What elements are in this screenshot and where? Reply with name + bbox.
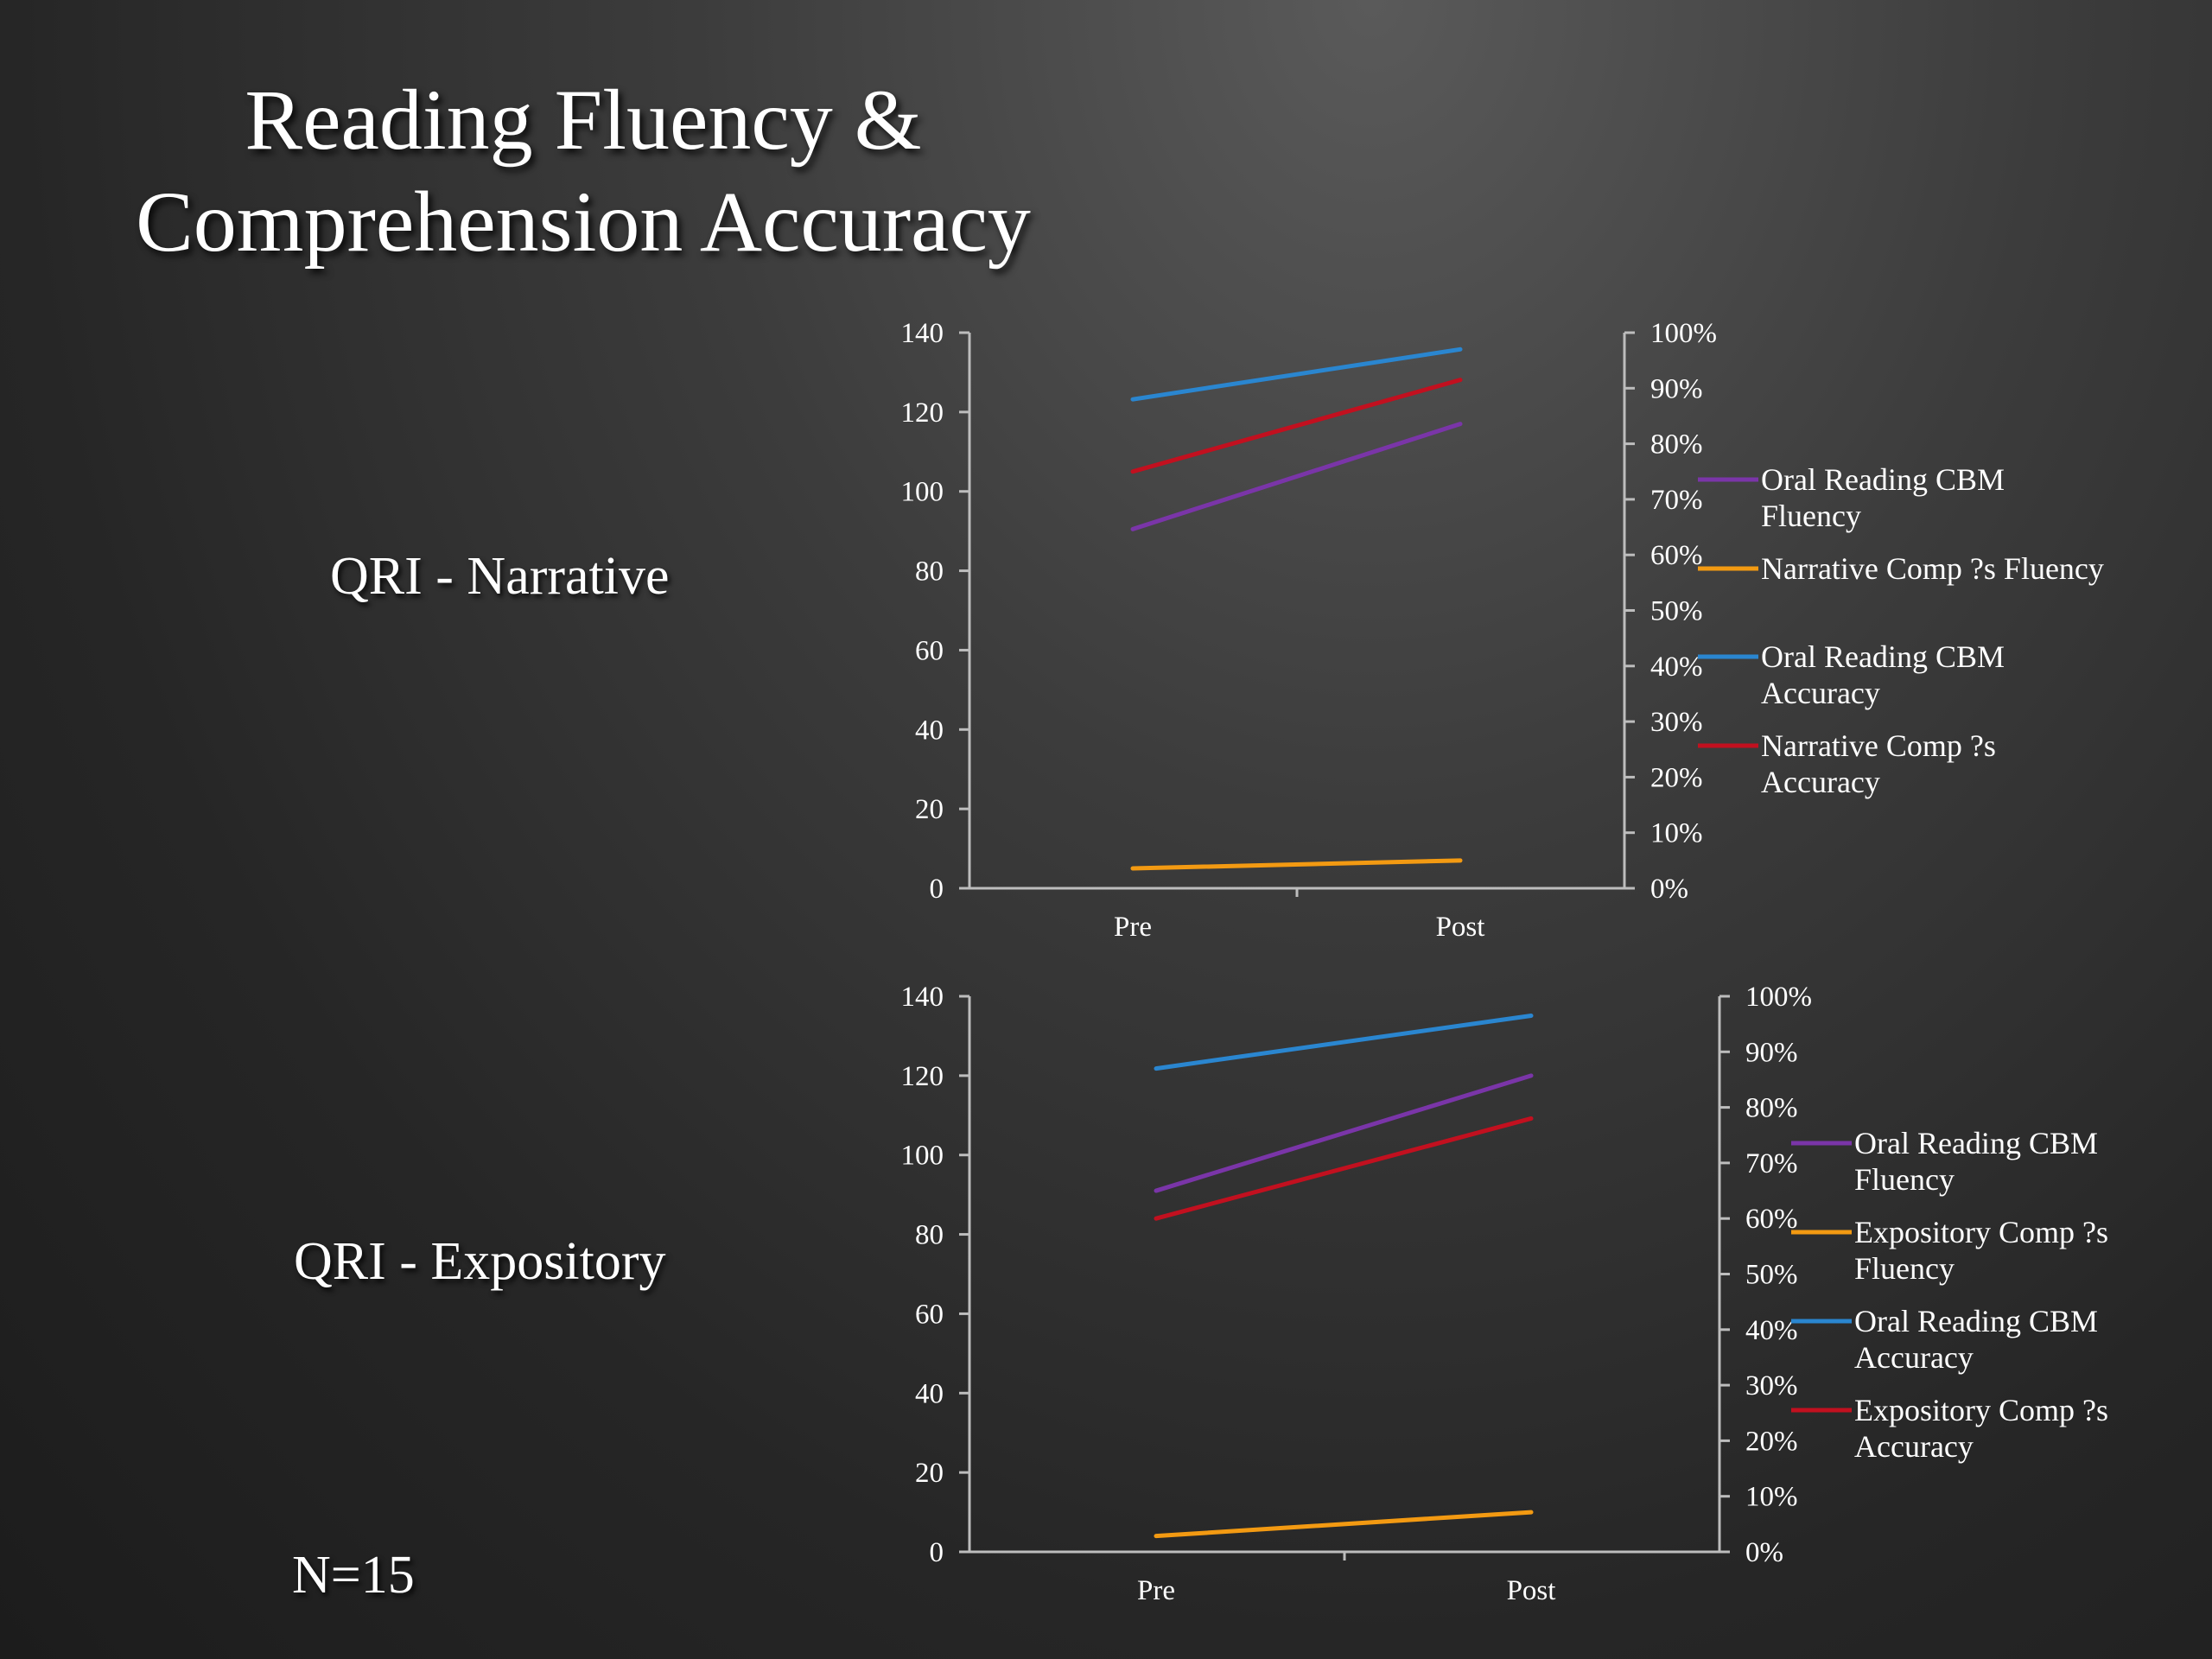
expository-section-label: QRI - Expository [294, 1232, 666, 1291]
narrative-left-tick-label: 60 [915, 635, 944, 666]
slide-title-line-1: Reading Fluency & [245, 72, 922, 168]
expository-right-tick-label: 30% [1745, 1370, 1798, 1402]
narrative-left-tick-label: 80 [915, 556, 944, 588]
narrative-left-tick-label: 40 [915, 715, 944, 746]
expository-right-tick-label: 40% [1745, 1315, 1798, 1346]
narrative-right-tick-label: 80% [1650, 429, 1703, 461]
narrative-legend-label: Accuracy [1761, 676, 1880, 710]
narrative-x-tick-label: Post [1436, 912, 1485, 943]
expository-right-tick-label: 20% [1745, 1426, 1798, 1457]
expository-legend-label: Fluency [1854, 1251, 1955, 1286]
narrative-right-tick-label: 40% [1650, 652, 1703, 683]
expository-legend-label: Expository Comp ?s [1854, 1393, 2108, 1427]
narrative-right-tick-label: 30% [1650, 707, 1703, 738]
narrative-legend-label: Oral Reading CBM [1761, 639, 2005, 674]
expository-right-tick-label: 80% [1745, 1093, 1798, 1124]
expository-legend-label: Accuracy [1854, 1429, 1974, 1464]
narrative-left-tick-label: 0 [930, 874, 944, 905]
narrative-legend-label: Oral Reading CBM [1761, 462, 2005, 497]
narrative-legend-label: Fluency [1761, 499, 1861, 533]
sample-size-label: N=15 [292, 1546, 415, 1605]
expository-x-tick-label: Post [1507, 1575, 1556, 1606]
narrative-x-tick-label: Pre [1114, 912, 1152, 943]
narrative-section-label: QRI - Narrative [330, 547, 670, 606]
narrative-left-tick-label: 100 [901, 477, 944, 508]
narrative-right-tick-label: 0% [1650, 874, 1688, 905]
narrative-left-tick-label: 20 [915, 794, 944, 825]
expository-legend-label: Oral Reading CBM [1854, 1126, 2098, 1160]
expository-left-tick-label: 0 [930, 1537, 944, 1568]
expository-legend-label: Oral Reading CBM [1854, 1304, 2098, 1338]
narrative-right-tick-label: 10% [1650, 818, 1703, 849]
narrative-right-tick-label: 100% [1650, 318, 1717, 349]
expository-right-tick-label: 100% [1745, 982, 1812, 1013]
expository-right-tick-label: 0% [1745, 1537, 1783, 1568]
expository-left-tick-label: 140 [901, 982, 944, 1013]
slide-title: Reading Fluency & Comprehension Accuracy [86, 69, 1080, 273]
narrative-right-tick-label: 70% [1650, 485, 1703, 516]
narrative-series-line-1 [1130, 422, 1463, 531]
narrative-right-tick-label: 50% [1650, 596, 1703, 627]
expository-right-tick-label: 10% [1745, 1482, 1798, 1513]
narrative-right-tick-label: 60% [1650, 540, 1703, 571]
narrative-right-tick-label: 20% [1650, 762, 1703, 793]
expository-series-line-4 [1154, 1116, 1534, 1221]
expository-right-tick-label: 70% [1745, 1148, 1798, 1179]
expository-right-tick-label: 60% [1745, 1204, 1798, 1235]
narrative-series-line-4 [1130, 378, 1463, 474]
narrative-series-line-3 [1130, 346, 1463, 402]
expository-left-tick-label: 100 [901, 1141, 944, 1172]
expository-left-tick-label: 80 [915, 1220, 944, 1251]
expository-right-tick-label: 90% [1745, 1037, 1798, 1068]
narrative-legend-label: Narrative Comp ?s [1761, 728, 1996, 763]
narrative-right-tick-label: 90% [1650, 373, 1703, 404]
expository-legend-label: Fluency [1854, 1162, 1955, 1197]
expository-x-tick-label: Pre [1137, 1575, 1175, 1606]
expository-series-line-1 [1154, 1073, 1534, 1193]
expository-left-tick-label: 120 [901, 1061, 944, 1092]
narrative-legend-label: Accuracy [1761, 765, 1880, 799]
expository-series-line-3 [1154, 1014, 1534, 1071]
expository-left-tick-label: 60 [915, 1299, 944, 1330]
expository-legend-label: Expository Comp ?s [1854, 1215, 2108, 1249]
narrative-series-line-2 [1130, 858, 1463, 871]
expository-series-line-2 [1154, 1510, 1534, 1539]
narrative-left-tick-label: 120 [901, 397, 944, 429]
narrative-legend-label: Narrative Comp ?s Fluency [1761, 551, 2104, 586]
expository-right-tick-label: 50% [1745, 1260, 1798, 1291]
expository-legend-label: Accuracy [1854, 1340, 1974, 1375]
expository-left-tick-label: 40 [915, 1378, 944, 1409]
expository-left-tick-label: 20 [915, 1458, 944, 1489]
slide-title-line-2: Comprehension Accuracy [136, 174, 1031, 270]
narrative-left-tick-label: 140 [901, 318, 944, 349]
